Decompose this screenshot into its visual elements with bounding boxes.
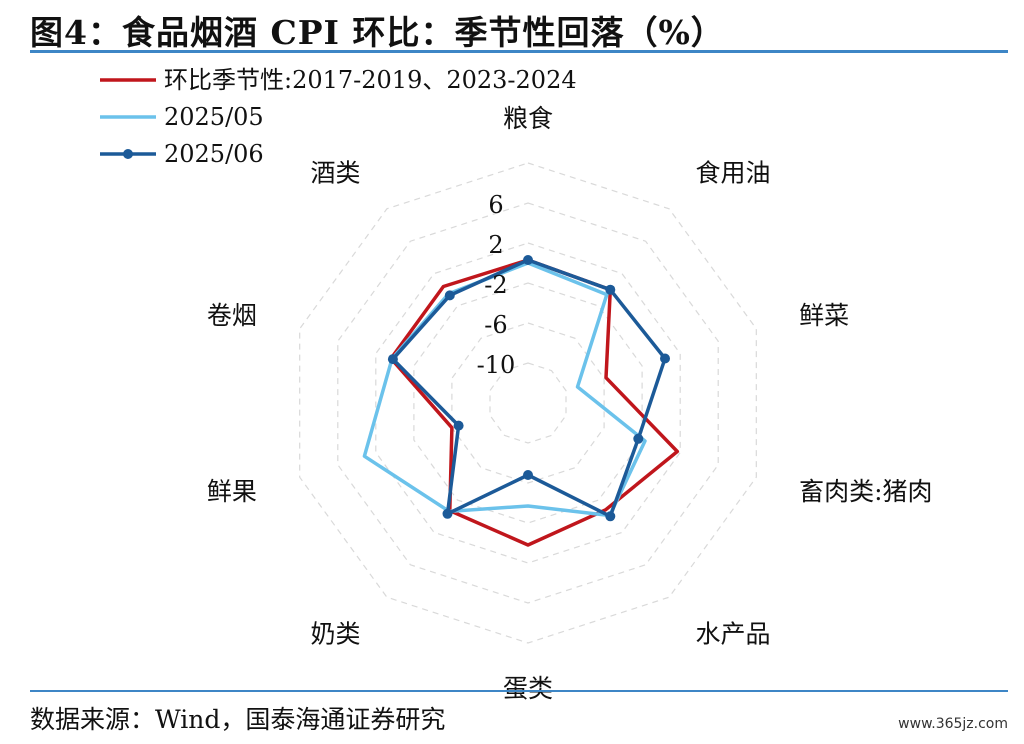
grid-ring xyxy=(451,322,605,484)
chart-title: 图4：食品烟酒 CPI 环比：季节性回落（%） xyxy=(30,13,725,52)
data-point xyxy=(633,433,644,444)
data-point xyxy=(523,255,533,265)
category-label: 鲜菜 xyxy=(799,301,849,330)
category-label: 畜肉类:猪肉 xyxy=(799,477,932,506)
data-point xyxy=(442,508,453,519)
category-label: 食用油 xyxy=(696,158,771,187)
radar-series xyxy=(362,255,680,547)
r-tick-label: 6 xyxy=(488,191,503,219)
data-point xyxy=(444,290,455,301)
r-tick-label: 2 xyxy=(488,231,503,259)
legend-swatch xyxy=(100,115,156,119)
data-point xyxy=(387,354,398,365)
radar-grid xyxy=(299,162,757,644)
legend-swatch xyxy=(100,78,156,82)
title-underline xyxy=(30,50,1008,53)
grid-ring xyxy=(489,362,567,444)
category-label: 奶类 xyxy=(310,620,360,649)
category-label: 蛋类 xyxy=(503,674,553,703)
data-point xyxy=(605,511,616,522)
series-line xyxy=(362,261,647,518)
r-tick-label: -10 xyxy=(477,351,516,379)
category-label: 水产品 xyxy=(696,620,771,649)
r-tick-label: -6 xyxy=(484,311,507,339)
data-point xyxy=(660,353,670,364)
grid-ring xyxy=(299,162,757,644)
category-label: 鲜果 xyxy=(207,477,257,506)
grid-ring xyxy=(337,202,719,604)
legend-label: 2025/05 xyxy=(164,103,264,131)
footer-rule xyxy=(30,690,1008,692)
watermark: www.365jz.com xyxy=(898,716,1008,732)
grid-ring xyxy=(375,242,681,564)
legend-label: 2025/06 xyxy=(164,140,264,168)
legend-label: 环比季节性:2017-2019、2023-2024 xyxy=(164,66,577,94)
legend-swatch xyxy=(100,149,156,159)
category-label: 粮食 xyxy=(503,104,553,133)
category-label: 酒类 xyxy=(310,158,360,187)
data-point xyxy=(605,284,616,295)
series-line xyxy=(389,258,680,547)
data-point xyxy=(453,420,464,431)
grid-ring xyxy=(413,282,643,524)
r-tick-label: -2 xyxy=(484,271,507,299)
category-label: 卷烟 xyxy=(207,301,257,330)
source-note: 数据来源：Wind，国泰海通证券研究 xyxy=(30,705,446,734)
data-point xyxy=(523,470,533,480)
